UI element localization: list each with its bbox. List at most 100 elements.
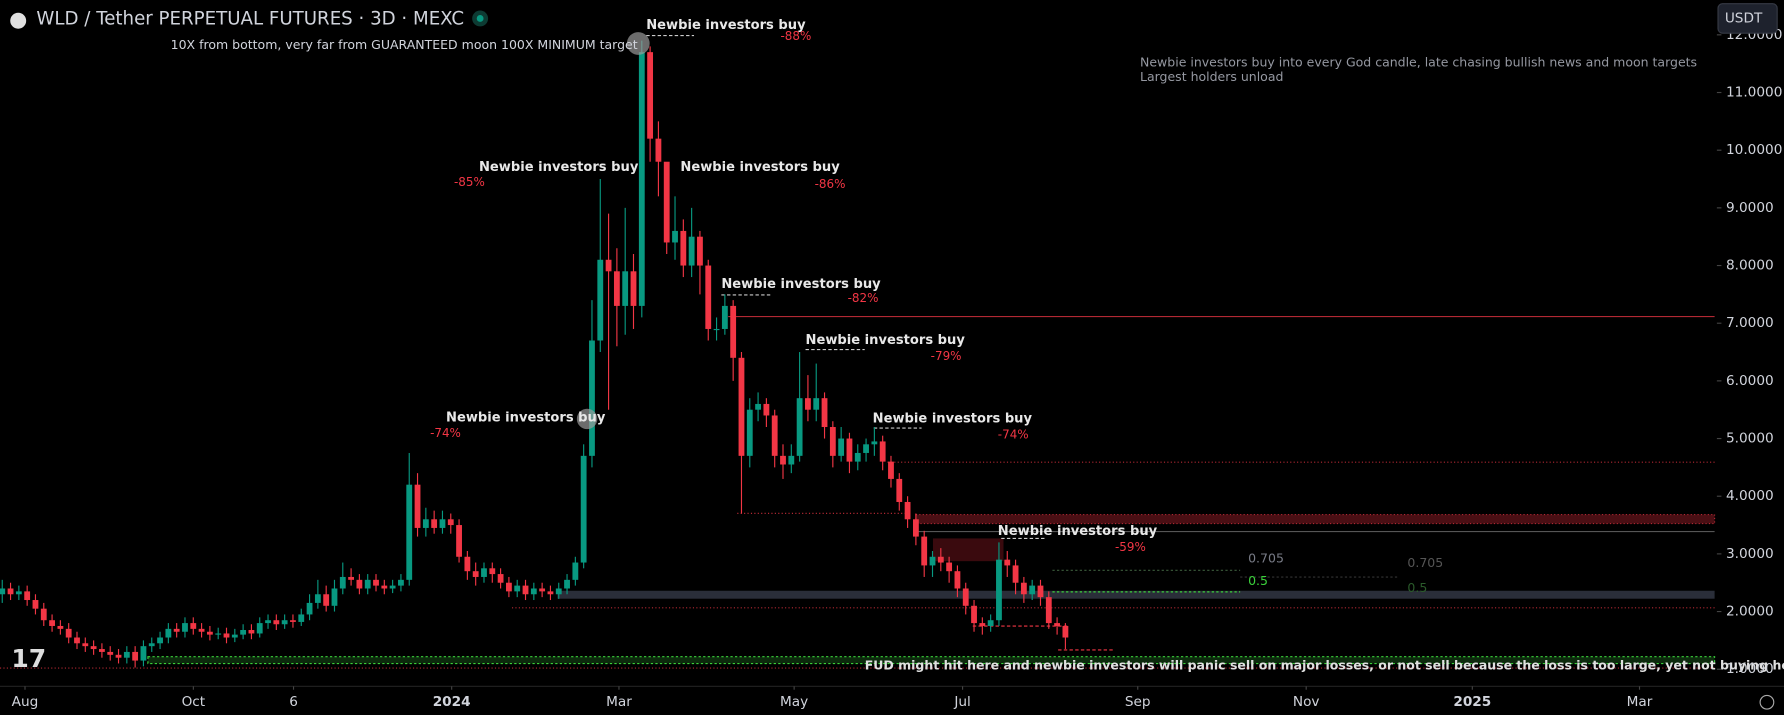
candle-body — [190, 623, 197, 629]
candle-body — [273, 620, 280, 625]
candle-body — [647, 52, 654, 139]
fib-label: 0.705 — [1248, 550, 1284, 565]
candle-body — [663, 161, 670, 243]
candle-body — [522, 585, 529, 595]
candle-body — [132, 651, 139, 661]
candle-body — [605, 259, 612, 272]
note: Newbie investors buy into every God cand… — [1140, 54, 1697, 69]
markers — [576, 32, 650, 430]
drop-label: -88% — [781, 29, 812, 43]
candle-body — [472, 571, 479, 577]
annotation: Newbie investors buy — [721, 277, 881, 292]
candle-body — [82, 643, 89, 647]
marker-circle — [626, 32, 650, 55]
symbol-logo — [10, 12, 27, 29]
drop-label: -85% — [454, 175, 485, 189]
candle-body — [298, 614, 305, 622]
candle-body — [530, 588, 537, 595]
candle-body — [630, 271, 637, 306]
candle-body — [422, 519, 429, 528]
candle-body — [148, 643, 155, 647]
tv-logo: 17 — [11, 644, 46, 673]
candle-body — [456, 525, 462, 557]
candle-body — [49, 620, 55, 626]
candle-body — [896, 478, 903, 502]
candle-body — [7, 588, 14, 595]
x-tick-label: May — [780, 694, 808, 710]
currency-button[interactable] — [1717, 3, 1778, 34]
candle-body — [406, 484, 413, 580]
candle-body — [331, 588, 338, 606]
candle-body — [697, 236, 703, 266]
candle-body — [115, 654, 122, 658]
candle-body — [788, 455, 795, 465]
settings-icon[interactable] — [1759, 694, 1775, 710]
candle-body — [314, 594, 321, 603]
y-tick-label: 6.0000 — [1726, 373, 1774, 389]
candle-body — [805, 398, 811, 410]
zone — [932, 538, 1004, 562]
candle-body — [946, 562, 953, 572]
candle-body — [871, 441, 878, 445]
candle-body — [755, 403, 761, 410]
candle-body — [65, 628, 72, 638]
currency-label[interactable]: USDT — [1725, 10, 1763, 26]
candle-body — [290, 620, 296, 622]
x-tick-label: 2024 — [433, 694, 471, 710]
candle-body — [99, 649, 105, 652]
candle-body — [231, 634, 238, 638]
annotation: Newbie investors buy — [479, 160, 639, 175]
candle-body — [688, 236, 695, 266]
x-tick-label: 6 — [289, 694, 298, 710]
drop-label: -74% — [998, 427, 1029, 441]
candle-body — [173, 628, 180, 632]
candle-body — [497, 574, 504, 583]
annotation: Newbie investors buy — [646, 18, 806, 33]
annotation: Newbie investors buy — [998, 524, 1158, 539]
candle-body — [439, 519, 446, 528]
drop-label: -59% — [1115, 540, 1146, 554]
candle-body — [223, 633, 230, 638]
candle-body — [1045, 597, 1052, 624]
x-tick-label: Oct — [182, 694, 206, 710]
x-tick-label: Aug — [12, 694, 39, 710]
drop-label: -79% — [931, 349, 962, 363]
candle-body — [937, 556, 944, 563]
candle-body — [929, 556, 936, 566]
annotations: 10X from bottom, very far from GUARANTEE… — [171, 18, 1784, 673]
candle-body — [1029, 585, 1036, 595]
candle-body — [821, 398, 828, 428]
candle-body — [381, 585, 388, 589]
candle-body — [414, 484, 421, 528]
candle-body — [539, 588, 546, 592]
fib-label: 0.5 — [1407, 580, 1427, 595]
candle-body — [165, 628, 172, 638]
candle-body — [912, 519, 919, 537]
y-tick-label: 10.0000 — [1726, 142, 1782, 158]
chart-title: WLD / Tether PERPETUAL FUTURES · 3D · ME… — [36, 9, 464, 30]
candle-body — [589, 340, 595, 456]
candle-body — [854, 452, 861, 462]
candle-body — [547, 591, 554, 595]
candle-body — [813, 398, 820, 410]
candle-body — [763, 403, 770, 416]
candle-body — [672, 230, 678, 243]
candle-body — [489, 568, 496, 575]
candle-body — [265, 620, 271, 624]
candle-body — [1004, 559, 1011, 566]
x-tick-label: Jul — [953, 694, 970, 710]
x-tick-label: 2025 — [1453, 694, 1491, 710]
candle-body — [971, 605, 977, 624]
x-tick-label: Mar — [606, 694, 632, 710]
fib-label: 0.5 — [1248, 573, 1268, 588]
zone — [557, 590, 1715, 599]
candle-body — [655, 138, 662, 162]
candle-body — [389, 585, 396, 589]
annotation: Newbie investors buy — [446, 410, 606, 425]
candle-body — [987, 620, 994, 626]
candle-body — [771, 415, 778, 456]
y-tick-label: 1.0000 — [1726, 661, 1774, 677]
candle-body — [215, 633, 222, 635]
y-tick-label: 7.0000 — [1726, 315, 1774, 331]
